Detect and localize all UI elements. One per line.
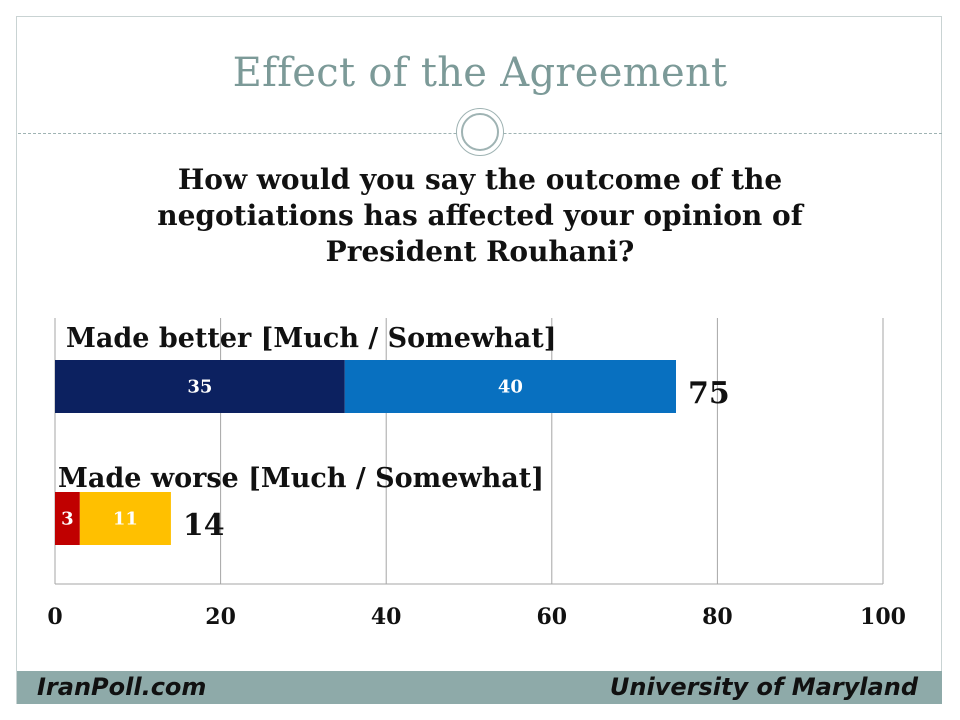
footer-bar: IranPoll.com University of Maryland [17,671,942,704]
category-label: Made better [Much / Somewhat] [66,323,557,354]
footer-source-right: University of Maryland [609,673,918,701]
x-tick-label: 60 [536,604,567,630]
category-label: Made worse [Much / Somewhat] [58,463,544,494]
footer-source-left: IranPoll.com [37,673,207,701]
x-tick-label: 100 [860,604,906,630]
x-tick-label: 80 [702,604,733,630]
total-label: 75 [688,376,730,411]
bar-segment [344,360,676,413]
data-label: 40 [498,377,523,398]
bar-segment [55,360,345,413]
bar-segment [79,492,171,545]
total-label: 14 [183,508,225,543]
survey-question: How would you say the outcome of the neg… [157,163,803,268]
x-tick-label: 0 [47,604,62,630]
bar-segment [55,492,80,545]
x-tick-label: 20 [205,604,236,630]
data-label: 3 [61,509,74,530]
x-tick-label: 40 [371,604,402,630]
data-label: 35 [187,377,212,398]
slide-title: Effect of the Agreement [232,50,728,96]
data-label: 11 [113,509,138,530]
divider-ring-ornament [456,108,504,156]
